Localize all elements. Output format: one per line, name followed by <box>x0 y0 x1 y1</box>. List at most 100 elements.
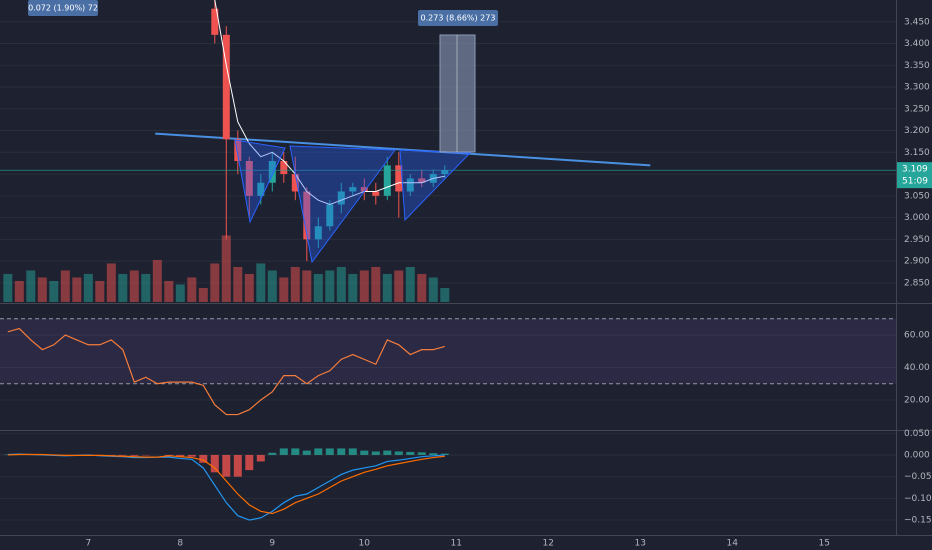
histogram-bar <box>233 454 242 477</box>
volume-bar <box>302 270 312 302</box>
y-tick-label: 60.00 <box>904 331 930 341</box>
volume-bar <box>382 273 392 302</box>
x-tick-label: 7 <box>85 539 91 549</box>
candle-body <box>337 191 345 205</box>
candle-body <box>245 161 253 196</box>
histogram-bar <box>279 448 288 455</box>
target-label-box <box>418 10 498 26</box>
left-label: 0.072 (1.90%) 72 <box>28 4 98 13</box>
candle-body <box>257 182 265 196</box>
histogram-bar <box>314 448 323 455</box>
volume-bar <box>267 270 277 302</box>
y-tick-label: 0.050 <box>904 429 930 439</box>
candle-body <box>303 191 311 240</box>
volume-bar <box>129 270 139 302</box>
candle-body <box>441 170 449 175</box>
y-tick-label: 3.200 <box>904 126 930 136</box>
volume-bar <box>221 235 231 302</box>
volume-bar <box>141 273 151 302</box>
candle-body <box>406 178 414 192</box>
volume-bar <box>417 273 427 302</box>
histogram-bar <box>337 448 346 455</box>
histogram-bar <box>302 450 311 455</box>
volume-bar <box>72 277 82 302</box>
candle-body <box>234 139 242 162</box>
target-label: 0.273 (8.66%) 273 <box>421 14 496 23</box>
histogram-bar <box>245 454 254 471</box>
pattern-right-shoulder <box>399 149 472 222</box>
histogram-bar <box>371 451 380 455</box>
volume-bar <box>440 287 450 302</box>
volume-bar <box>256 263 266 302</box>
histogram-bar <box>130 454 139 456</box>
histogram-bar <box>256 454 265 462</box>
x-tick-label: 11 <box>451 539 462 549</box>
volume-bar <box>290 266 300 302</box>
volume-bar <box>187 277 197 302</box>
volume-bar <box>428 277 438 302</box>
pattern-left-shoulder <box>234 139 286 224</box>
candle-body <box>280 161 288 175</box>
candle-body <box>349 187 357 192</box>
y-tick-label: 3.450 <box>904 17 930 27</box>
volume-bar <box>118 273 128 302</box>
y-tick-label: 2.950 <box>904 235 930 245</box>
volume-bar <box>49 280 59 302</box>
volume-bar <box>279 277 289 302</box>
candle-body <box>314 226 322 240</box>
histogram-bar <box>440 453 449 455</box>
volume-bar <box>210 263 220 302</box>
pattern-head <box>289 145 396 264</box>
candle-body <box>360 187 368 192</box>
volume-bar <box>60 270 70 302</box>
histogram-bar <box>417 452 426 455</box>
series-line <box>7 327 445 416</box>
histogram-bar <box>325 448 334 455</box>
volume-bar <box>348 273 358 302</box>
moving-average <box>214 0 445 206</box>
volume-bar <box>3 273 13 302</box>
candle-body <box>383 165 391 196</box>
volume-bar <box>371 266 381 302</box>
x-tick-label: 12 <box>543 539 554 549</box>
volume-bar <box>26 270 36 302</box>
y-tick-label: 3.400 <box>904 39 930 49</box>
rsi-band <box>0 318 896 384</box>
histogram-bar <box>210 454 219 473</box>
volume-bar <box>325 270 335 302</box>
volume-bar <box>394 270 404 302</box>
histogram-bar <box>383 450 392 455</box>
x-tick-label: 15 <box>819 539 830 549</box>
volume-bar <box>175 284 185 302</box>
volume-bar <box>37 277 47 302</box>
candle-body <box>211 8 219 35</box>
x-tick-label: 14 <box>727 539 739 549</box>
volume-bar <box>405 266 415 302</box>
volume-bar <box>164 280 174 302</box>
series-line <box>7 453 445 515</box>
histogram-bar <box>406 451 415 455</box>
volume-bar <box>359 270 369 302</box>
y-tick-label: 0.000 <box>904 450 930 460</box>
last-price-label: 3.109 <box>902 165 928 175</box>
histogram-bar <box>291 448 300 455</box>
volume-bar <box>95 280 105 302</box>
histogram-bar <box>394 451 403 455</box>
histogram-bar <box>199 454 208 463</box>
histogram-bar <box>360 450 369 455</box>
candle-body <box>222 34 230 140</box>
x-tick-label: 8 <box>177 539 183 549</box>
histogram-bar <box>222 454 231 477</box>
candle-body <box>326 204 334 227</box>
volume-bar <box>152 259 162 302</box>
x-tick-label: 10 <box>359 539 371 549</box>
x-tick-label: 9 <box>269 539 275 549</box>
y-tick-label: 40.00 <box>904 363 930 373</box>
histogram-bar <box>176 454 185 457</box>
y-tick-label: −0.050 <box>904 472 932 482</box>
y-tick-label: 2.850 <box>904 278 930 288</box>
volume-bar <box>313 273 323 302</box>
histogram-bar <box>187 454 196 457</box>
volume-bar <box>233 266 243 302</box>
